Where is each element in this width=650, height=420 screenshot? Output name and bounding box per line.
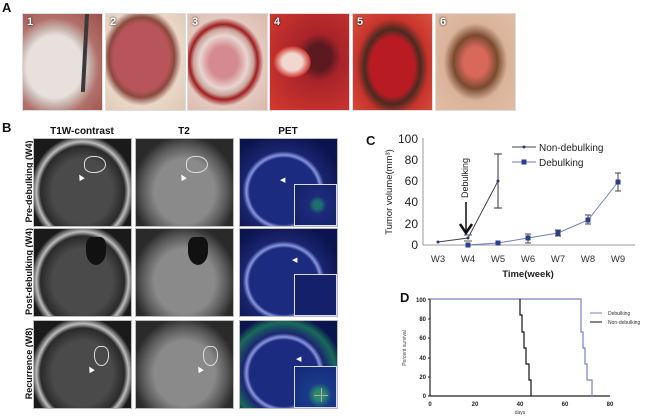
svg-text:0: 0 bbox=[428, 402, 432, 408]
photo-number: 3 bbox=[192, 16, 199, 28]
arrowhead-icon: ◀ bbox=[292, 257, 298, 264]
photo-number: 5 bbox=[357, 16, 364, 28]
series-debulking bbox=[430, 298, 593, 396]
svg-text:60: 60 bbox=[405, 174, 419, 188]
svg-text:20: 20 bbox=[405, 217, 419, 231]
arrowhead-icon: ▲ bbox=[192, 362, 207, 377]
mri-t2-post bbox=[135, 228, 234, 317]
y-tick-labels: 0 20 40 60 80 100 bbox=[398, 132, 418, 252]
tumor-outline bbox=[186, 156, 208, 173]
resection-cavity bbox=[86, 237, 106, 265]
x-tick-labels: 0 20 40 60 80 bbox=[428, 402, 614, 408]
svg-text:W4: W4 bbox=[461, 254, 475, 265]
svg-text:Non-debulking: Non-debulking bbox=[539, 143, 604, 154]
photo-number: 1 bbox=[27, 16, 34, 28]
svg-text:80: 80 bbox=[405, 153, 419, 167]
column-header-pet: PET bbox=[278, 126, 298, 137]
surgery-photo-3: 3 bbox=[187, 13, 268, 111]
svg-text:Debulking: Debulking bbox=[460, 158, 470, 198]
resection-cavity bbox=[188, 237, 208, 265]
legend: Debulking Non-debulking bbox=[590, 311, 640, 326]
svg-text:100: 100 bbox=[398, 132, 418, 146]
surgery-photo-5: 5 bbox=[352, 13, 433, 111]
svg-text:W3: W3 bbox=[431, 254, 445, 265]
svg-text:W9: W9 bbox=[611, 254, 625, 265]
x-tick-labels: W3 W4 W5 W6 W7 W8 W9 bbox=[431, 254, 625, 265]
surgery-photo-4: 4 bbox=[269, 13, 350, 111]
svg-text:Tumor volume(mm³): Tumor volume(mm³) bbox=[384, 149, 395, 235]
surgery-photo-6: 6 bbox=[435, 13, 516, 111]
survival-chart: 0 20 40 60 80 100 0 20 40 60 80 days Per… bbox=[402, 298, 640, 416]
svg-text:Time(week): Time(week) bbox=[502, 269, 554, 280]
svg-text:Non-debulking: Non-debulking bbox=[608, 320, 640, 326]
photo-number: 4 bbox=[274, 16, 281, 28]
svg-text:W6: W6 bbox=[521, 254, 535, 265]
svg-text:20: 20 bbox=[419, 375, 426, 381]
legend: Non-debulking Debulking bbox=[512, 143, 604, 169]
mri-t2-pre: ▲ bbox=[135, 138, 234, 227]
svg-text:W7: W7 bbox=[551, 254, 565, 265]
panel-letter-c: C bbox=[366, 133, 376, 148]
tumor-outline bbox=[203, 346, 218, 366]
svg-text:40: 40 bbox=[517, 402, 524, 408]
column-header-t2: T2 bbox=[178, 126, 190, 137]
mri-t1w-recurrence: ▲ bbox=[33, 320, 132, 409]
pet-recurrence: ◀ bbox=[239, 320, 338, 409]
probe-shape bbox=[80, 14, 90, 93]
crosshair-icon bbox=[314, 395, 328, 396]
arrowhead-icon: ▲ bbox=[73, 170, 88, 185]
series-non-debulking bbox=[519, 299, 532, 396]
series-non-debulking bbox=[436, 153, 502, 244]
pet-inset bbox=[294, 366, 337, 408]
arrowhead-icon: ◀ bbox=[296, 356, 302, 363]
mri-t1w-pre: ▲ bbox=[33, 138, 132, 227]
svg-text:80: 80 bbox=[419, 317, 426, 323]
svg-text:Percent survival: Percent survival bbox=[402, 330, 408, 366]
surgery-photo-2: 2 bbox=[105, 13, 186, 111]
series-debulking bbox=[465, 172, 621, 248]
panel-letter-a: A bbox=[2, 0, 12, 15]
pet-inset bbox=[294, 184, 337, 226]
tumor-outline bbox=[94, 346, 109, 366]
svg-text:Debulking: Debulking bbox=[608, 311, 630, 317]
panel-letter-d: D bbox=[400, 290, 410, 305]
pet-post: ◀ bbox=[239, 228, 338, 317]
svg-text:0: 0 bbox=[411, 238, 418, 252]
mri-t2-recurrence: ▲ bbox=[135, 320, 234, 409]
panel-letter-b: B bbox=[2, 120, 12, 135]
y-tick-labels: 0 20 40 60 80 100 bbox=[416, 298, 427, 400]
mri-t1w-post bbox=[33, 228, 132, 317]
arrowhead-icon: ◀ bbox=[280, 177, 286, 184]
photo-number: 2 bbox=[110, 16, 117, 28]
photo-number: 6 bbox=[440, 16, 447, 28]
svg-text:100: 100 bbox=[416, 298, 427, 304]
svg-text:60: 60 bbox=[419, 336, 426, 342]
pet-inset bbox=[294, 274, 337, 316]
svg-text:40: 40 bbox=[405, 195, 419, 209]
arrowhead-icon: ▲ bbox=[175, 170, 190, 185]
column-header-t1w: T1W-contrast bbox=[50, 126, 114, 137]
surgery-photo-1: 1 bbox=[22, 13, 103, 111]
svg-text:Debulking: Debulking bbox=[539, 158, 583, 169]
svg-text:20: 20 bbox=[472, 402, 479, 408]
svg-text:0: 0 bbox=[423, 394, 427, 400]
svg-text:W5: W5 bbox=[491, 254, 505, 265]
arrowhead-icon: ▲ bbox=[83, 362, 98, 377]
svg-text:40: 40 bbox=[419, 356, 426, 362]
svg-text:60: 60 bbox=[562, 402, 569, 408]
svg-text:W8: W8 bbox=[581, 254, 595, 265]
svg-text:days: days bbox=[515, 410, 526, 416]
tumor-volume-chart: 0 20 40 60 80 100 Tumor volume(mm³) W3 W… bbox=[384, 132, 635, 280]
svg-text:80: 80 bbox=[607, 402, 614, 408]
pet-pre: ◀ bbox=[239, 138, 338, 227]
tumor-outline bbox=[84, 156, 106, 173]
